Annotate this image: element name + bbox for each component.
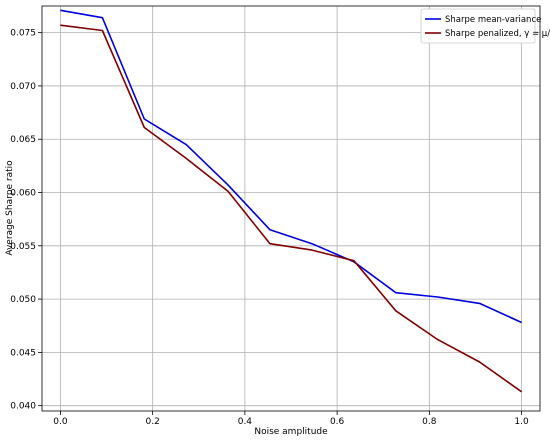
y-tick-label: 0.050 [10,295,36,305]
x-tick-label: 0.6 [330,417,345,427]
y-tick-label: 0.055 [10,242,36,252]
plot-area [42,6,540,411]
x-tick-label: 0.8 [422,417,437,427]
y-tick-label: 0.060 [10,189,36,199]
y-axis-ticks: 0.040 0.045 0.050 0.055 0.060 0.065 0.070 0.075 [10,29,42,412]
series-line-1 [60,9,522,324]
y-axis-label: Average Sharpe ratio [5,160,15,256]
legend: Sharpe mean-variance Sharpe penalized, γ … [420,8,550,44]
y-tick-label: 0.040 [10,402,36,412]
x-axis-ticks: 0.0 0.2 0.4 0.6 0.8 1.0 [53,411,529,427]
y-tick-label: 0.075 [10,29,36,39]
x-tick-label: 0.0 [53,417,68,427]
legend-label: Sharpe penalized, γ = μ/100 [445,29,550,39]
plot-frame [41,5,541,412]
legend-box [420,8,536,44]
y-tick-label: 0.045 [10,348,36,358]
x-tick-label: 0.4 [238,417,253,427]
series-lines [60,9,523,393]
x-axis-label: Noise amplitude [254,427,328,437]
x-tick-label: 0.2 [146,417,160,427]
x-tick-label: 1.0 [514,417,529,427]
y-tick-label: 0.065 [10,135,36,145]
y-tick-label: 0.070 [10,82,36,92]
legend-label: Sharpe mean-variance [445,15,541,25]
series-line-2 [60,24,523,393]
